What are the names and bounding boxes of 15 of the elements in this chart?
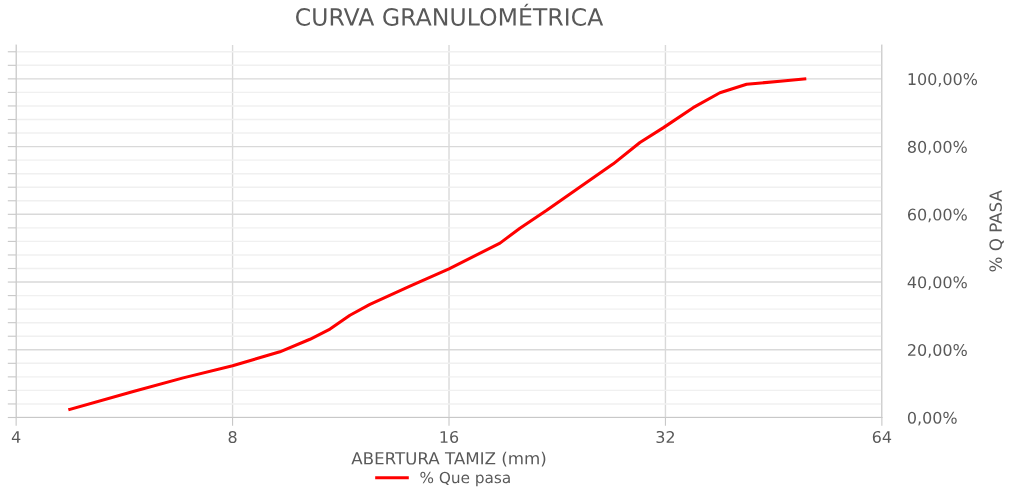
x-tick-label: 16 xyxy=(440,430,459,444)
y-tick-label: 0,00% xyxy=(907,411,957,426)
x-tick-label: 32 xyxy=(656,430,674,444)
x-tick-label: 8 xyxy=(228,430,237,444)
chart-title: CURVA GRANULOMÉTRICA xyxy=(296,3,604,26)
y-tick-label: 60,00% xyxy=(907,208,967,223)
legend-label: % Que pasa xyxy=(420,471,510,487)
x-tick-label: 64 xyxy=(872,430,892,444)
y-tick-label: 20,00% xyxy=(908,343,967,358)
y-tick-label: 100,00% xyxy=(908,73,978,87)
y-tick-label: 40,00% xyxy=(907,276,967,290)
x-tick-label: 4 xyxy=(11,431,21,443)
x-axis-title: ABERTURA TAMIZ (mm) xyxy=(351,451,546,467)
y-axis-title: % Q PASA xyxy=(989,190,1004,272)
y-tick-label: 80,00% xyxy=(907,140,967,155)
